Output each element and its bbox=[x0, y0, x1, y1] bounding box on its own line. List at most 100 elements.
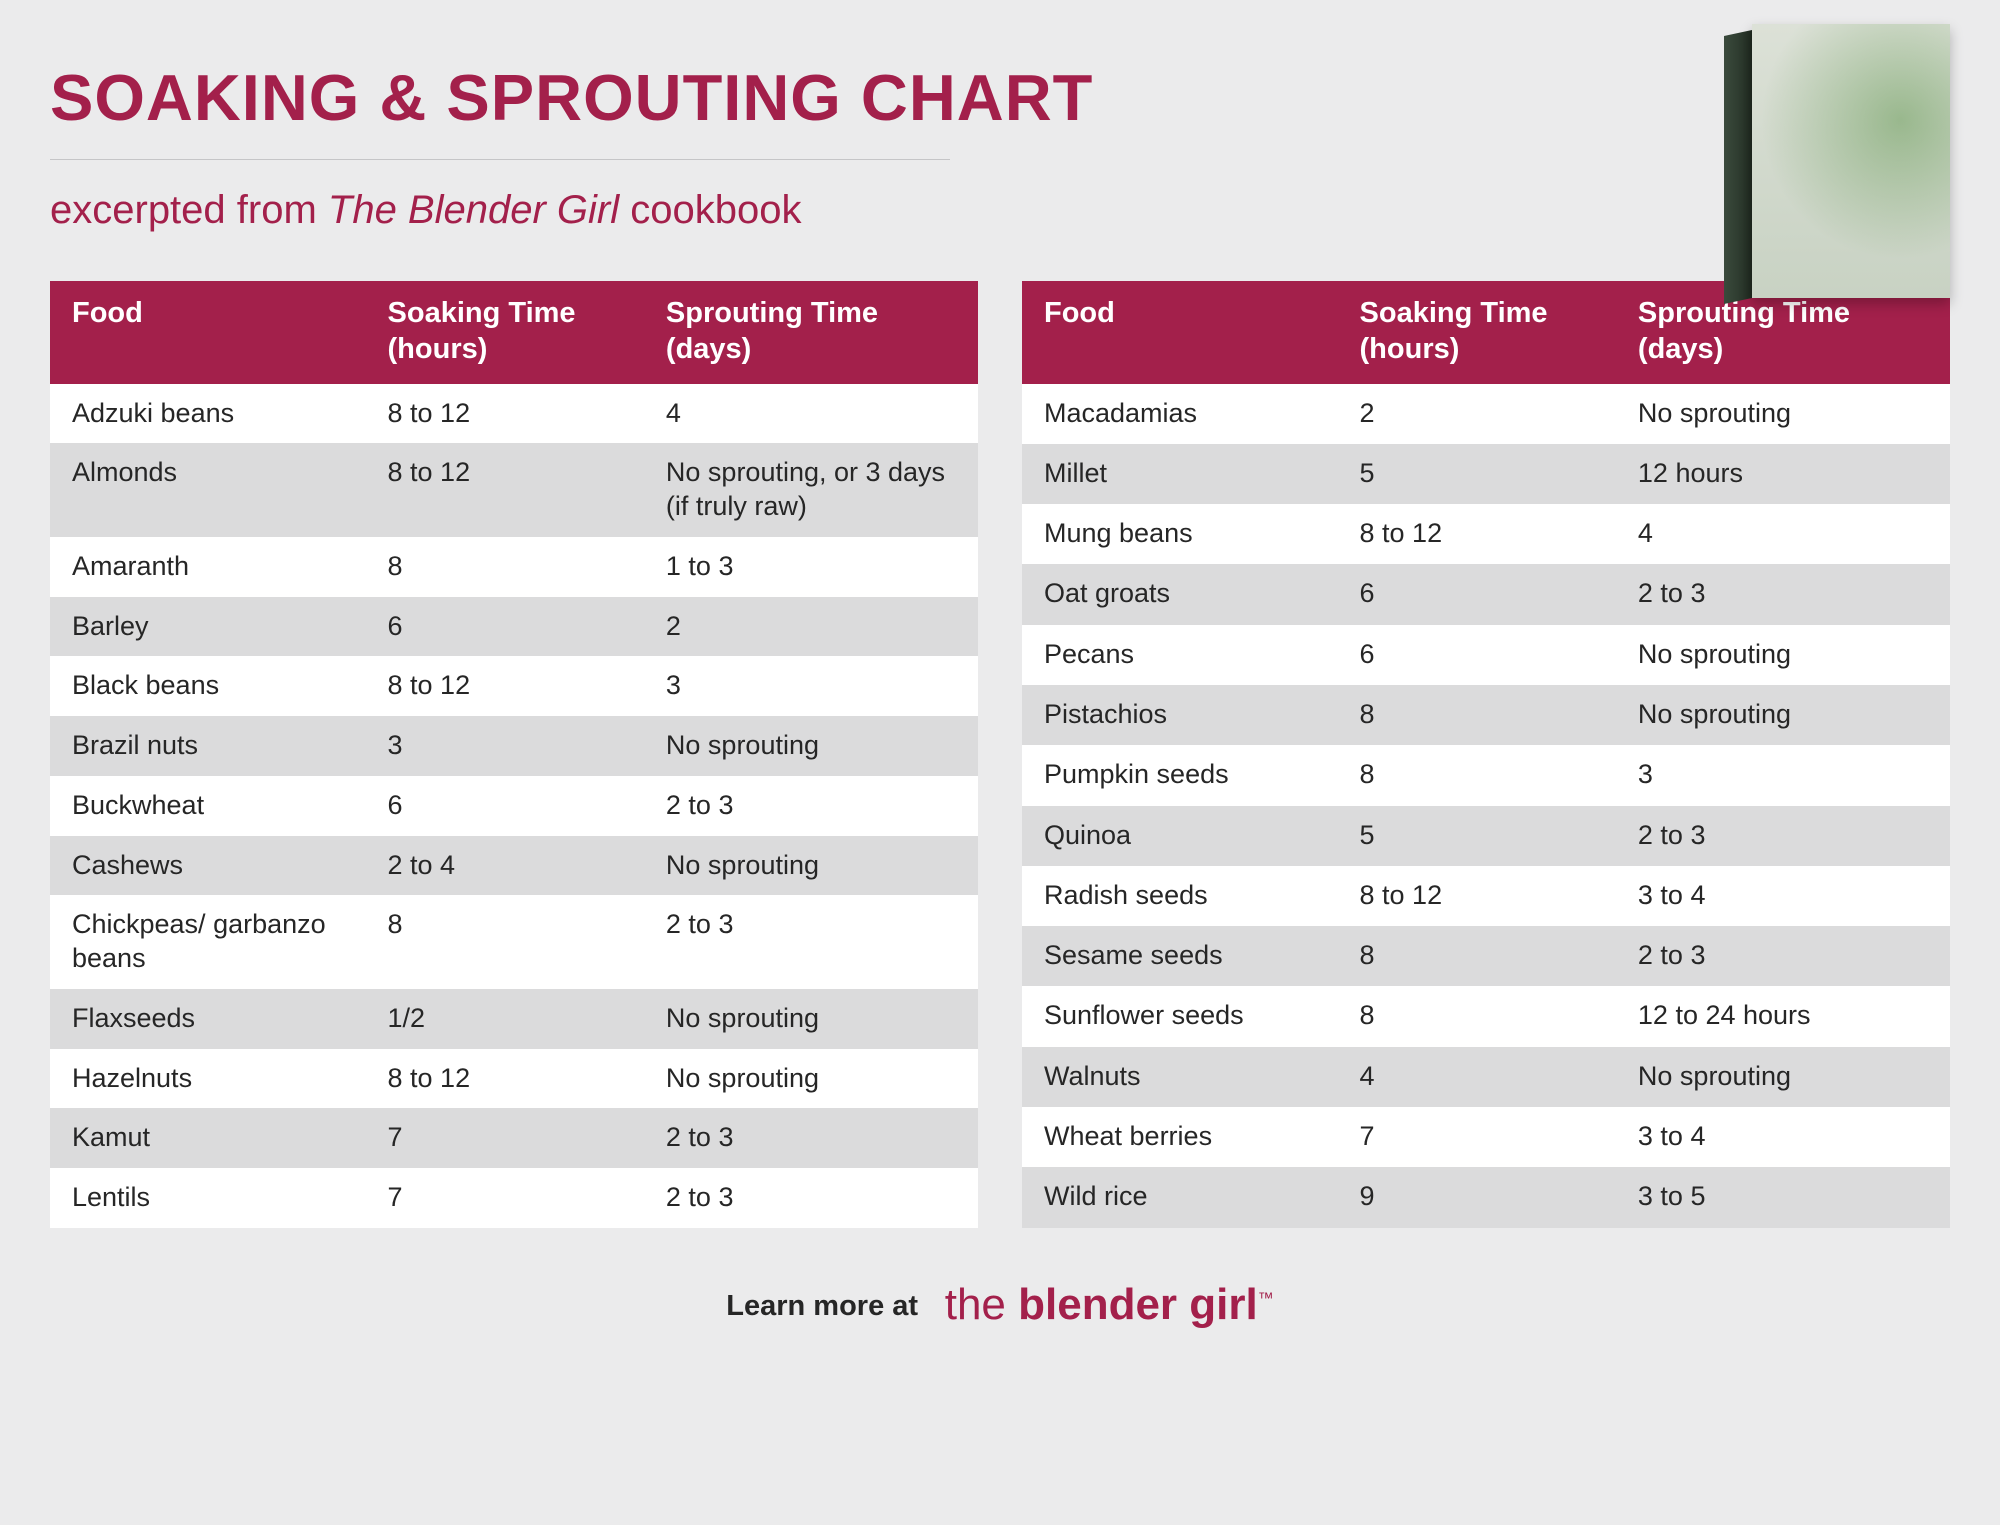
book-stripe bbox=[1752, 250, 1950, 264]
cell-sprout: No sprouting bbox=[644, 989, 978, 1049]
cell-sprout: No sprouting bbox=[1616, 625, 1950, 685]
table-row: Brazil nuts3No sprouting bbox=[50, 716, 978, 776]
subtitle-italic: The Blender Girl bbox=[328, 188, 619, 232]
table-row: Mung beans8 to 124 bbox=[1022, 504, 1950, 564]
cell-food: Lentils bbox=[50, 1168, 366, 1228]
footer-brand: the blender girl™ bbox=[945, 1280, 1274, 1329]
cell-food: Walnuts bbox=[1022, 1047, 1338, 1107]
cell-soak: 8 to 12 bbox=[1338, 866, 1616, 926]
cell-sprout: No sprouting bbox=[1616, 1047, 1950, 1107]
cell-food: Sunflower seeds bbox=[1022, 986, 1338, 1046]
cell-food: Pistachios bbox=[1022, 685, 1338, 745]
cell-food: Pecans bbox=[1022, 625, 1338, 685]
table-row: Sesame seeds82 to 3 bbox=[1022, 926, 1950, 986]
cell-sprout: No sprouting bbox=[644, 716, 978, 776]
table-row: Pistachios8No sprouting bbox=[1022, 685, 1950, 745]
book-title: the BLENDER GIRL bbox=[1764, 176, 1893, 246]
cell-sprout: 3 to 4 bbox=[1616, 1107, 1950, 1167]
tables-container: Food Soaking Time (hours) Sprouting Time… bbox=[50, 281, 1950, 1228]
cell-soak: 4 bbox=[1338, 1047, 1616, 1107]
cell-sprout: No sprouting bbox=[644, 1049, 978, 1109]
cell-sprout: 2 to 3 bbox=[644, 895, 978, 989]
cell-soak: 7 bbox=[1338, 1107, 1616, 1167]
col-soak: Soaking Time (hours) bbox=[366, 281, 644, 384]
col-soak: Soaking Time (hours) bbox=[1338, 281, 1616, 384]
header-row: Food Soaking Time (hours) Sprouting Time… bbox=[50, 281, 978, 384]
table-row: Almonds8 to 12No sprouting, or 3 days (i… bbox=[50, 443, 978, 537]
cell-sprout: 2 to 3 bbox=[644, 1108, 978, 1168]
cell-sprout: No sprouting bbox=[1616, 685, 1950, 745]
table-body-left: Adzuki beans8 to 124Almonds8 to 12No spr… bbox=[50, 384, 978, 1228]
cell-food: Barley bbox=[50, 597, 366, 657]
cell-food: Flaxseeds bbox=[50, 989, 366, 1049]
cell-soak: 6 bbox=[366, 776, 644, 836]
table-row: Black beans8 to 123 bbox=[50, 656, 978, 716]
cell-soak: 2 bbox=[1338, 384, 1616, 444]
table-row: Amaranth81 to 3 bbox=[50, 537, 978, 597]
cell-soak: 2 to 4 bbox=[366, 836, 644, 896]
title-rule bbox=[50, 159, 950, 160]
cell-soak: 6 bbox=[366, 597, 644, 657]
cell-sprout: 2 to 3 bbox=[644, 776, 978, 836]
cell-sprout: 1 to 3 bbox=[644, 537, 978, 597]
cell-sprout: 2 to 3 bbox=[1616, 926, 1950, 986]
cell-sprout: 3 bbox=[1616, 745, 1950, 805]
cell-sprout: No sprouting, or 3 days (if truly raw) bbox=[644, 443, 978, 537]
cell-sprout: No sprouting bbox=[1616, 384, 1950, 444]
footer: Learn more at the blender girl™ bbox=[50, 1276, 1950, 1326]
cell-soak: 8 bbox=[366, 537, 644, 597]
cell-soak: 8 bbox=[1338, 926, 1616, 986]
cell-soak: 8 to 12 bbox=[366, 443, 644, 537]
cell-soak: 8 bbox=[1338, 986, 1616, 1046]
cell-food: Amaranth bbox=[50, 537, 366, 597]
cell-sprout: 2 to 3 bbox=[1616, 564, 1950, 624]
cell-soak: 6 bbox=[1338, 564, 1616, 624]
col-food: Food bbox=[50, 281, 366, 384]
table-row: Chickpeas/ garbanzo beans82 to 3 bbox=[50, 895, 978, 989]
cell-food: Almonds bbox=[50, 443, 366, 537]
cell-food: Chickpeas/ garbanzo beans bbox=[50, 895, 366, 989]
cell-sprout: 3 to 4 bbox=[1616, 866, 1950, 926]
subtitle-pre: excerpted from bbox=[50, 188, 328, 232]
table-row: Hazelnuts8 to 12No sprouting bbox=[50, 1049, 978, 1109]
cell-sprout: 12 hours bbox=[1616, 444, 1950, 504]
book-tagline: super-easy, super-healthy MEALS, SNACKS,… bbox=[1762, 32, 1866, 78]
cell-sprout: 4 bbox=[644, 384, 978, 444]
cell-soak: 6 bbox=[1338, 625, 1616, 685]
cell-soak: 8 to 12 bbox=[366, 1049, 644, 1109]
book-spine bbox=[1724, 30, 1752, 304]
cell-sprout: No sprouting bbox=[644, 836, 978, 896]
cell-food: Wild rice bbox=[1022, 1167, 1338, 1227]
cell-food: Mung beans bbox=[1022, 504, 1338, 564]
table-row: Wild rice93 to 5 bbox=[1022, 1167, 1950, 1227]
soaking-table-right: Food Soaking Time (hours) Sprouting Time… bbox=[1022, 281, 1950, 1228]
col-sprout: Sprouting Time (days) bbox=[644, 281, 978, 384]
book-title-small: the bbox=[1764, 175, 1789, 195]
cell-food: Macadamias bbox=[1022, 384, 1338, 444]
cell-sprout: 2 bbox=[644, 597, 978, 657]
table-row: Barley62 bbox=[50, 597, 978, 657]
book-front: super-easy, super-healthy MEALS, SNACKS,… bbox=[1752, 24, 1950, 298]
table-body-right: Macadamias2No sproutingMillet512 hoursMu… bbox=[1022, 384, 1950, 1228]
cell-food: Sesame seeds bbox=[1022, 926, 1338, 986]
cell-food: Hazelnuts bbox=[50, 1049, 366, 1109]
col-food: Food bbox=[1022, 281, 1338, 384]
table-row: Millet512 hours bbox=[1022, 444, 1950, 504]
book-title-big: BLENDER GIRL bbox=[1764, 194, 1893, 246]
cell-food: Buckwheat bbox=[50, 776, 366, 836]
page-title: SOAKING & SPROUTING CHART bbox=[50, 60, 1950, 135]
table-head: Food Soaking Time (hours) Sprouting Time… bbox=[50, 281, 978, 384]
table-row: Walnuts4No sprouting bbox=[1022, 1047, 1950, 1107]
table-row: Radish seeds8 to 123 to 4 bbox=[1022, 866, 1950, 926]
table-row: Flaxseeds1/2No sprouting bbox=[50, 989, 978, 1049]
cell-soak: 9 bbox=[1338, 1167, 1616, 1227]
footer-brand-bold: blender girl bbox=[1018, 1280, 1258, 1329]
cell-food: Cashews bbox=[50, 836, 366, 896]
table-row: Sunflower seeds812 to 24 hours bbox=[1022, 986, 1950, 1046]
cell-food: Adzuki beans bbox=[50, 384, 366, 444]
cell-food: Radish seeds bbox=[1022, 866, 1338, 926]
book-author: tess masters bbox=[1764, 268, 1843, 284]
table-row: Kamut72 to 3 bbox=[50, 1108, 978, 1168]
cell-soak: 5 bbox=[1338, 444, 1616, 504]
table-row: Adzuki beans8 to 124 bbox=[50, 384, 978, 444]
